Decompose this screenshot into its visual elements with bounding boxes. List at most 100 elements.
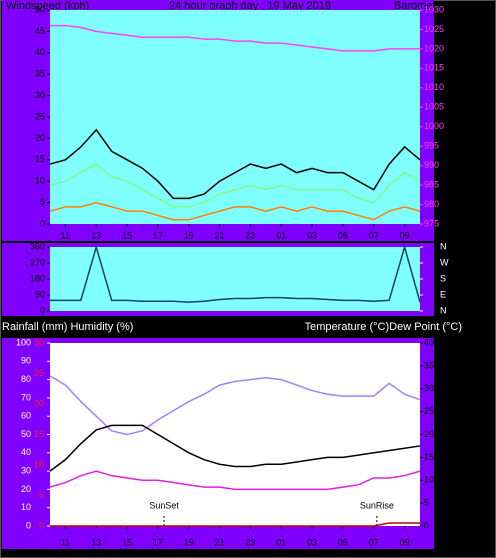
- series-line: [49, 424, 421, 472]
- chart-title: 24 hour graph day : 19 May 2019: [169, 0, 331, 12]
- x-tick-label: 07: [369, 230, 379, 240]
- y2-tick-label: 995: [424, 141, 439, 151]
- y2-tick-label: E: [440, 289, 446, 299]
- y2-tick-label: 0: [424, 520, 429, 530]
- x-tick-label: 17: [153, 230, 163, 240]
- y2-tick-label: 1015: [424, 63, 444, 73]
- x-tick-label: 03: [307, 537, 317, 547]
- y-tick-label: 270: [30, 257, 45, 267]
- x-tick-label: 07: [369, 537, 379, 547]
- y-tick-label: 5: [40, 197, 45, 207]
- y2-tick-label: 1020: [424, 43, 444, 53]
- annotation: SunRise: [360, 500, 394, 510]
- y2-tick-label: 990: [424, 160, 439, 170]
- y-tick-label: 25: [35, 111, 45, 121]
- series-line: [49, 470, 421, 491]
- y-tick-label: 20: [21, 484, 31, 494]
- series-line: [49, 128, 421, 200]
- y2-tick-label: 1000: [424, 121, 444, 131]
- y2-tick-label: 985: [424, 179, 439, 189]
- series-line: [49, 163, 421, 208]
- y2-tick-label: 20: [424, 429, 434, 439]
- y3-tick-label: 20: [34, 398, 44, 408]
- y-tick-label: 0: [26, 520, 31, 530]
- y-label: Rainfall (mm) Humidity (%): [2, 321, 133, 333]
- y2-label: Temperature (°C)Dew Point (°C): [305, 321, 462, 333]
- series-line: [50, 24, 420, 52]
- y-tick-label: 40: [21, 447, 31, 457]
- x-tick-label: 13: [91, 230, 101, 240]
- x-tick-label: 03: [307, 230, 317, 240]
- x-tick-label: 05: [338, 230, 348, 240]
- y-tick-label: 40: [35, 47, 45, 57]
- y2-tick-label: 1030: [424, 4, 444, 14]
- y2-tick-label: 1025: [424, 24, 444, 34]
- y-tick-label: 0: [40, 218, 45, 228]
- x-tick-label: 01: [276, 230, 286, 240]
- series-line: [49, 375, 421, 436]
- y3-tick-label: 10: [34, 459, 44, 469]
- x-tick-label: 19: [184, 230, 194, 240]
- x-tick-label: 15: [122, 537, 132, 547]
- y-tick-label: 180: [30, 273, 45, 283]
- x-tick-label: 11: [61, 537, 70, 547]
- x-tick-label: 05: [338, 537, 348, 547]
- y2-tick-label: N: [440, 241, 447, 251]
- plot-area: [50, 343, 420, 526]
- y-tick-label: 0: [40, 305, 45, 315]
- y-tick-label: 30: [35, 90, 45, 100]
- y-tick-label: 10: [21, 502, 31, 512]
- y-tick-label: 100: [16, 337, 31, 347]
- y-tick-label: 30: [21, 465, 31, 475]
- y2-tick-label: 40: [424, 337, 434, 347]
- annotation: SunSet: [149, 500, 179, 510]
- series-line: [49, 201, 421, 221]
- y2-tick-label: 15: [424, 452, 434, 462]
- x-tick-label: 13: [91, 537, 101, 547]
- y2-tick-label: 5: [424, 498, 429, 508]
- y-label: Windspeed (kph): [6, 0, 89, 12]
- y2-tick-label: 35: [424, 360, 434, 370]
- y-tick-label: 10: [35, 176, 45, 186]
- y3-tick-label: 25: [34, 368, 44, 378]
- y-tick-label: 35: [35, 69, 45, 79]
- y-tick-label: 80: [21, 374, 31, 384]
- y3-tick-label: 30: [34, 337, 44, 347]
- y3-tick-label: 0: [39, 520, 44, 530]
- x-tick-label: 15: [122, 230, 132, 240]
- x-tick-label: 09: [400, 230, 410, 240]
- y2-tick-label: 25: [424, 406, 434, 416]
- y2-tick-label: 975: [424, 218, 439, 228]
- y-tick-label: 70: [21, 392, 31, 402]
- x-tick-label: 23: [245, 537, 255, 547]
- x-tick-label: 17: [153, 537, 163, 547]
- y2-label: Barometer (hpa): [394, 0, 474, 12]
- x-tick-label: 21: [215, 230, 225, 240]
- y2-tick-label: 10: [424, 475, 434, 485]
- y-tick-label: 90: [35, 289, 45, 299]
- x-tick-label: 21: [215, 537, 225, 547]
- y2-tick-label: W: [440, 257, 449, 267]
- y-tick-label: 50: [35, 4, 45, 14]
- y-tick-label: 20: [35, 133, 45, 143]
- y-tick-label: 60: [21, 411, 31, 421]
- y2-tick-label: N: [440, 305, 447, 315]
- y-tick-label: 45: [35, 26, 45, 36]
- y2-tick-label: 1005: [424, 102, 444, 112]
- x-tick-label: 19: [184, 537, 194, 547]
- y2-tick-label: 980: [424, 199, 439, 209]
- y3-tick-label: 5: [39, 490, 44, 500]
- x-tick-label: 23: [245, 230, 255, 240]
- y-tick-label: 50: [21, 429, 31, 439]
- y2-tick-label: S: [440, 273, 446, 283]
- y2-tick-label: 1010: [424, 82, 444, 92]
- series-line: [50, 244, 421, 303]
- y-tick-label: 90: [21, 356, 31, 366]
- x-tick-label: 01: [276, 537, 286, 547]
- x-tick-label: 11: [61, 230, 70, 240]
- x-tick-label: 09: [400, 537, 410, 547]
- y3-tick-label: 15: [34, 429, 44, 439]
- y-tick-label: 360: [30, 241, 45, 251]
